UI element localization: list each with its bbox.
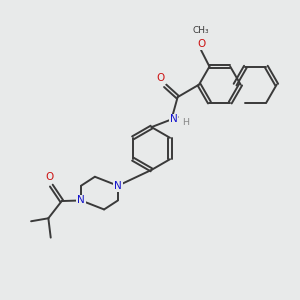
Text: O: O bbox=[197, 39, 205, 49]
Text: N: N bbox=[170, 114, 178, 124]
Text: CH₃: CH₃ bbox=[193, 26, 209, 35]
Text: O: O bbox=[157, 74, 165, 83]
Text: N: N bbox=[114, 181, 122, 191]
Text: O: O bbox=[45, 172, 54, 182]
Text: H: H bbox=[182, 118, 190, 127]
Text: N: N bbox=[77, 196, 85, 206]
